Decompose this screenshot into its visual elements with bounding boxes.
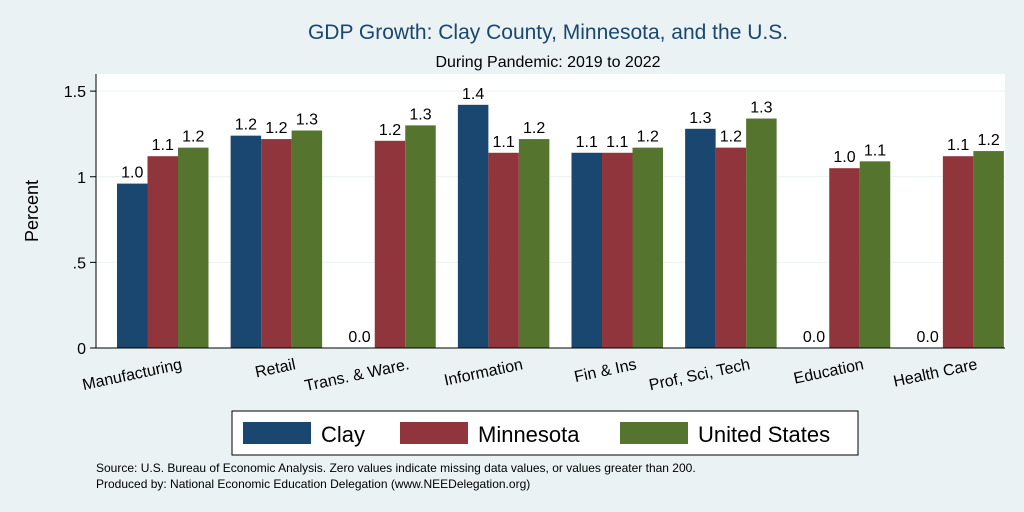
data-label: 1.0 [121, 165, 143, 182]
data-label: 1.3 [296, 112, 318, 129]
data-label: 0.0 [917, 329, 939, 346]
bar-minnesota [715, 147, 747, 348]
category-label: Prof, Sci, Tech [648, 356, 752, 394]
bar-clay [685, 128, 716, 348]
bar-clay [117, 183, 148, 348]
data-label: 1.2 [523, 120, 545, 137]
y-axis-label: Percent [22, 180, 42, 242]
bar-minnesota [374, 140, 406, 348]
category-label: Retail [254, 356, 298, 381]
data-label: 1.3 [689, 110, 711, 127]
data-label: 1.2 [182, 129, 204, 146]
bars: 1.0 1.1 1.2 1.2 1.2 1.3 0.0 1.2 1.3 1.4 1.1 1.2 1.1 1… [117, 86, 1004, 349]
bar-minnesota [602, 152, 633, 348]
data-label: 1.1 [493, 134, 515, 151]
bar-united-states [746, 118, 777, 349]
data-label: 1.4 [462, 86, 484, 103]
data-label: 1.0 [833, 149, 855, 166]
bar-minnesota [147, 156, 178, 348]
producer-note: Produced by: National Economic Education… [96, 477, 530, 491]
category-label: Education [792, 356, 865, 387]
y-tick-label: .5 [73, 255, 86, 272]
data-label: 1.1 [606, 134, 628, 151]
bar-minnesota [488, 152, 519, 348]
legend-label: United States [698, 422, 830, 447]
data-label: 1.1 [152, 137, 174, 154]
data-label: 0.0 [348, 329, 370, 346]
data-label: 1.1 [576, 134, 598, 151]
data-label: 1.1 [947, 137, 969, 154]
legend-swatch-clay [243, 422, 311, 444]
bar-minnesota [942, 156, 974, 348]
data-label: 1.2 [265, 120, 287, 137]
bar-clay [457, 104, 489, 348]
bar-united-states [178, 147, 209, 348]
category-label: Fin & Ins [573, 356, 638, 386]
bar-minnesota [829, 168, 860, 348]
bar-clay [571, 152, 602, 348]
y-tick-label: 0 [77, 341, 86, 358]
y-tick-label: 1.5 [64, 84, 86, 101]
category-label: Health Care [892, 356, 979, 390]
data-label: 1.3 [409, 106, 431, 123]
bar-united-states [973, 151, 1004, 348]
data-label: 1.2 [379, 122, 401, 139]
chart-title: GDP Growth: Clay County, Minnesota, and … [308, 21, 788, 44]
bar-united-states [859, 161, 891, 348]
data-label: 1.3 [750, 100, 772, 117]
bar-clay [230, 135, 262, 348]
bar-united-states [405, 125, 436, 348]
source-note: Source: U.S. Bureau of Economic Analysis… [96, 461, 696, 475]
bar-minnesota [261, 139, 292, 348]
bar-united-states [632, 147, 663, 348]
data-label: 0.0 [803, 329, 825, 346]
data-label: 1.2 [978, 132, 1000, 149]
legend-label: Minnesota [478, 422, 580, 447]
chart-subtitle: During Pandemic: 2019 to 2022 [435, 54, 660, 71]
category-label: Information [443, 356, 525, 389]
bar-united-states [518, 139, 550, 348]
data-label: 1.1 [864, 142, 886, 159]
legend-label: Clay [321, 422, 365, 447]
legend: Clay Minnesota United States [231, 410, 859, 456]
legend-swatch-minnesota [400, 422, 468, 444]
data-label: 1.2 [637, 129, 659, 146]
bar-united-states [291, 130, 323, 348]
category-label: Trans. & Ware. [303, 356, 411, 395]
legend-swatch-united-states [620, 422, 688, 444]
legend-box [231, 410, 859, 456]
data-label: 1.2 [235, 117, 257, 134]
y-tick-label: 1 [77, 170, 86, 187]
category-label: Manufacturing [81, 356, 184, 394]
data-label: 1.2 [720, 129, 742, 146]
